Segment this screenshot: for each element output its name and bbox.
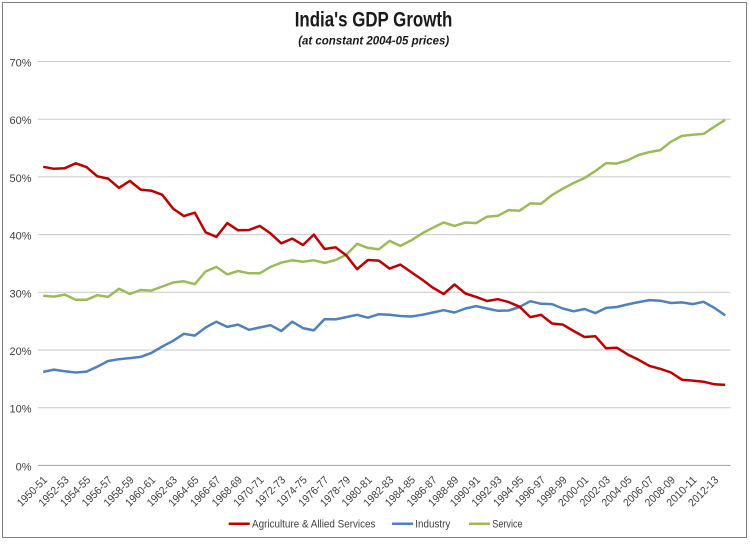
svg-text:Agriculture & Allied Services: Agriculture & Allied Services [252,519,376,531]
svg-text:20%: 20% [9,346,31,358]
svg-text:70%: 70% [9,58,31,70]
svg-text:40%: 40% [9,231,31,243]
svg-text:0%: 0% [16,461,32,473]
svg-text:10%: 10% [9,404,31,416]
svg-text:60%: 60% [9,115,31,127]
svg-text:Industry: Industry [415,519,450,531]
svg-text:30%: 30% [9,288,31,300]
svg-text:(at constant 2004-05 prices): (at constant 2004-05 prices) [298,33,449,47]
svg-text:Service: Service [492,519,522,531]
svg-text:50%: 50% [9,173,31,185]
svg-text:India's GDP Growth: India's GDP Growth [295,8,453,32]
